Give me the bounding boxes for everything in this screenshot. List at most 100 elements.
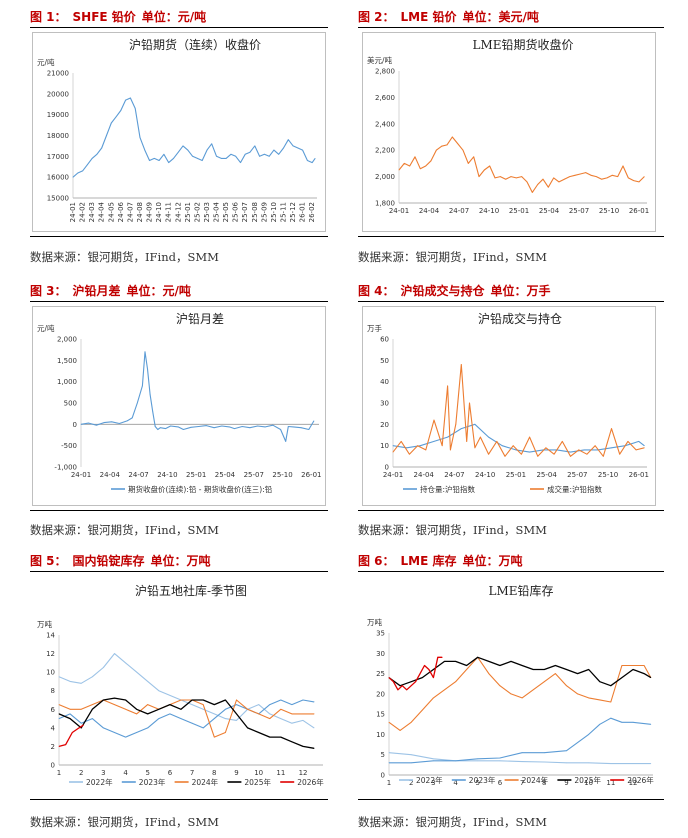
legend-label: 成交量:沪铅指数: [547, 484, 603, 494]
data-point: [474, 423, 476, 425]
data-point: [91, 704, 93, 705]
data-point: [510, 693, 512, 695]
data-point: [425, 449, 427, 451]
x-tick-label: 24-04: [100, 471, 121, 479]
data-point: [191, 704, 193, 705]
data-point: [254, 145, 256, 147]
data-point: [643, 176, 645, 178]
data-point: [313, 713, 315, 715]
data-point: [213, 427, 215, 429]
data-point: [130, 97, 131, 99]
data-point: [467, 163, 469, 164]
data-point: [451, 136, 453, 138]
panel-header: 图 4： 沪铅成交与持仓 单位：万手: [358, 282, 557, 300]
data-point: [96, 424, 97, 426]
data-point: [532, 689, 534, 691]
fig-number: 图 4：: [358, 284, 395, 298]
data-point: [577, 693, 578, 695]
data-point: [103, 699, 104, 701]
fig-name: SHFE 铅价: [72, 10, 136, 24]
x-tick-label: 9: [564, 779, 568, 787]
data-point: [455, 423, 457, 425]
data-point: [230, 153, 232, 155]
series-line-2: [389, 717, 651, 764]
y-unit-label: 元/吨: [37, 57, 55, 67]
data-point: [410, 681, 412, 683]
data-point: [588, 762, 590, 764]
data-point: [173, 158, 174, 159]
data-point: [428, 669, 430, 670]
data-point: [555, 673, 556, 674]
data-point: [601, 178, 603, 180]
data-point: [58, 676, 60, 678]
data-point: [399, 685, 401, 687]
fig-number: 图 2：: [358, 10, 395, 24]
data-point: [206, 149, 208, 151]
x-tick-label: 25-10: [599, 207, 619, 215]
data-point: [643, 665, 645, 666]
data-point: [307, 160, 308, 161]
x-tick-label: 25-05: [222, 202, 230, 222]
x-tick-label: 24-12: [174, 202, 182, 222]
data-point: [180, 699, 182, 701]
y-tick-label: 21000: [47, 70, 69, 78]
series-line-4: [388, 656, 652, 687]
data-point: [69, 718, 71, 719]
data-point: [144, 149, 146, 151]
data-point: [570, 451, 571, 453]
data-point: [406, 689, 408, 691]
data-point: [101, 147, 103, 149]
data-point: [466, 441, 468, 442]
data-point: [269, 713, 271, 715]
data-point: [611, 428, 612, 429]
data-point: [632, 669, 634, 670]
data-point: [588, 669, 590, 670]
data-point: [180, 708, 182, 710]
data-point: [610, 763, 612, 764]
x-tick-label: 24-02: [79, 202, 87, 222]
data-point: [595, 176, 597, 178]
data-point: [241, 426, 243, 427]
legend-label: 持仓量:沪铅指数: [420, 484, 476, 494]
data-point: [529, 451, 530, 453]
footer-rule: [358, 510, 664, 511]
data-point: [125, 662, 126, 664]
legend-label: 2026年: [297, 777, 324, 787]
data-point: [650, 677, 652, 678]
data-point: [69, 681, 71, 682]
x-tick-label: 24-07: [128, 471, 148, 479]
data-point: [406, 447, 408, 449]
data-point: [388, 752, 390, 754]
data-point: [149, 160, 150, 161]
data-point: [419, 445, 421, 447]
fig-unit: 单位：万吨: [150, 554, 211, 568]
data-point: [474, 447, 476, 449]
data-point: [455, 661, 456, 662]
y-tick-label: 14: [46, 632, 55, 640]
data-point: [510, 661, 512, 662]
y-unit-label: 万手: [367, 323, 382, 333]
data-point: [111, 421, 113, 423]
data-point: [585, 172, 587, 174]
data-point: [125, 736, 126, 738]
x-tick-label: 24-07: [444, 471, 464, 479]
data-point: [388, 721, 390, 723]
data-point: [136, 402, 138, 404]
data-point: [444, 689, 445, 691]
x-tick-label: 25-02: [193, 202, 201, 222]
data-point: [650, 723, 652, 725]
fig-unit: 单位：元/吨: [126, 284, 191, 298]
data-point: [291, 713, 293, 715]
x-tick-label: 24-01: [71, 471, 91, 479]
data-point: [611, 174, 613, 176]
data-point: [421, 677, 423, 678]
data-point: [169, 704, 171, 705]
data-point: [147, 713, 149, 715]
x-tick-label: 25-08: [251, 202, 259, 222]
data-point: [72, 176, 74, 178]
data-point: [91, 718, 93, 719]
data-point: [561, 441, 563, 442]
data-point: [244, 153, 246, 155]
data-point: [229, 426, 230, 428]
